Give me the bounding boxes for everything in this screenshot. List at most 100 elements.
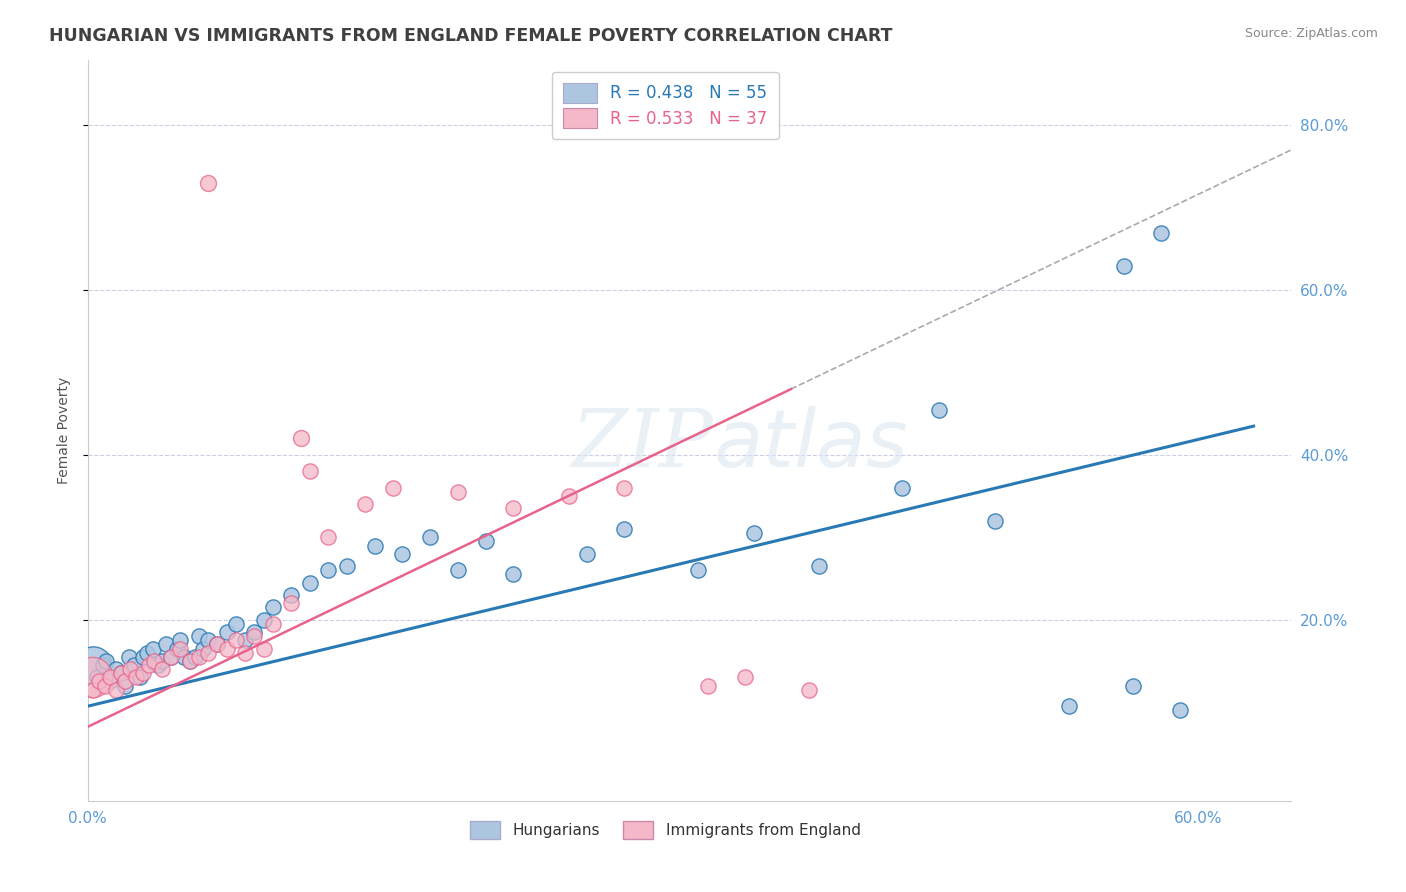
Point [688, 563, 710, 577]
Point [120, 662, 142, 676]
Point [114, 679, 136, 693]
Point [132, 649, 155, 664]
Point [146, 657, 169, 672]
Point [502, 567, 524, 582]
Point [104, 662, 127, 676]
Point [419, 530, 441, 544]
Point [166, 641, 188, 656]
Point [290, 432, 312, 446]
Point [280, 588, 302, 602]
Point [253, 613, 276, 627]
Point [187, 649, 209, 664]
Point [891, 481, 914, 495]
Point [363, 539, 385, 553]
Point [160, 649, 183, 664]
Point [136, 646, 159, 660]
Point [207, 637, 229, 651]
Point [98, 670, 121, 684]
Point [613, 522, 636, 536]
Point [336, 559, 359, 574]
Point [150, 654, 173, 668]
Point [243, 625, 266, 640]
Point [91, 657, 114, 672]
Point [502, 501, 524, 516]
Point [96, 654, 118, 668]
Point [613, 481, 636, 495]
Point [173, 649, 195, 664]
Point [160, 649, 183, 664]
Point [253, 641, 276, 656]
Point [98, 674, 121, 689]
Point [82, 657, 104, 672]
Point [576, 547, 599, 561]
Point [1150, 226, 1173, 240]
Point [447, 485, 470, 500]
Legend: Hungarians, Immigrants from England: Hungarians, Immigrants from England [464, 815, 866, 845]
Point [391, 547, 413, 561]
Point [318, 530, 340, 544]
Point [318, 563, 340, 577]
Point [262, 600, 284, 615]
Point [558, 489, 581, 503]
Point [122, 657, 145, 672]
Point [742, 526, 765, 541]
Text: atlas: atlas [713, 406, 908, 484]
Point [1168, 703, 1191, 717]
Point [117, 649, 139, 664]
Point [197, 646, 219, 660]
Point [197, 633, 219, 648]
Point [93, 679, 115, 693]
Point [233, 646, 256, 660]
Point [928, 402, 950, 417]
Point [225, 633, 247, 648]
Point [207, 637, 229, 651]
Point [82, 682, 104, 697]
Point [382, 481, 405, 495]
Point [169, 641, 191, 656]
Point [447, 563, 470, 577]
Point [280, 596, 302, 610]
Point [155, 637, 177, 651]
Point [696, 679, 718, 693]
Point [191, 641, 214, 656]
Point [110, 666, 132, 681]
Point [197, 176, 219, 190]
Point [233, 633, 256, 648]
Point [110, 666, 132, 681]
Point [86, 670, 108, 684]
Text: Source: ZipAtlas.com: Source: ZipAtlas.com [1244, 27, 1378, 40]
Point [298, 465, 321, 479]
Point [983, 514, 1005, 528]
Point [807, 559, 830, 574]
Point [80, 670, 103, 684]
Point [128, 670, 150, 684]
Point [354, 497, 377, 511]
Point [142, 641, 165, 656]
Point [114, 674, 136, 689]
Point [215, 625, 238, 640]
Point [179, 654, 201, 668]
Text: HUNGARIAN VS IMMIGRANTS FROM ENGLAND FEMALE POVERTY CORRELATION CHART: HUNGARIAN VS IMMIGRANTS FROM ENGLAND FEM… [49, 27, 893, 45]
Point [1122, 679, 1144, 693]
Point [143, 654, 166, 668]
Point [132, 666, 155, 681]
Point [169, 633, 191, 648]
Point [799, 682, 821, 697]
Point [179, 654, 201, 668]
Point [104, 682, 127, 697]
Text: ZIP: ZIP [571, 407, 713, 483]
Point [225, 616, 247, 631]
Point [187, 629, 209, 643]
Point [1057, 699, 1080, 714]
Point [138, 657, 160, 672]
Point [262, 616, 284, 631]
Point [243, 629, 266, 643]
Point [734, 670, 756, 684]
Point [215, 641, 238, 656]
Point [298, 575, 321, 590]
Y-axis label: Female Poverty: Female Poverty [58, 376, 72, 483]
Point [474, 534, 496, 549]
Point [1112, 259, 1135, 273]
Point [150, 662, 173, 676]
Point [184, 649, 207, 664]
